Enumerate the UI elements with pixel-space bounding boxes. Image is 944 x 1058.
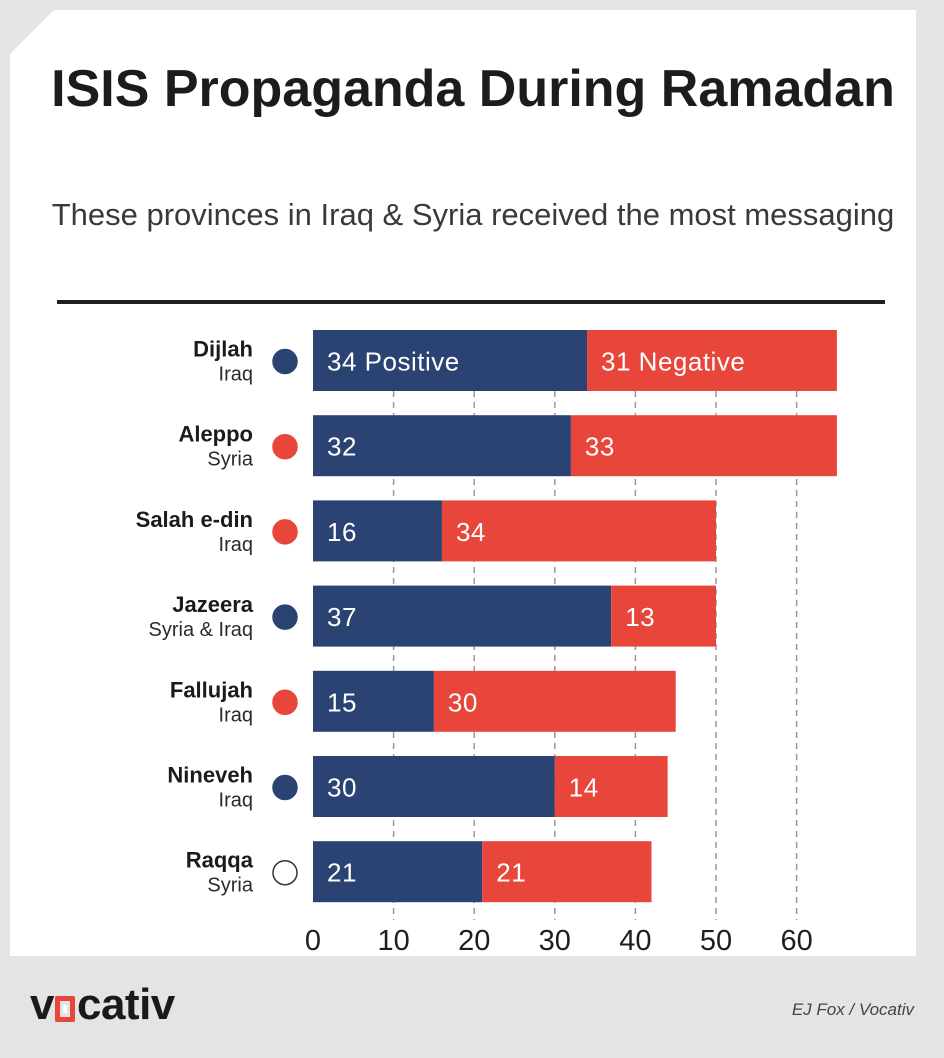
row-country-label: Iraq: [219, 790, 253, 812]
positive-bar: [313, 756, 555, 817]
negative-bar: [587, 330, 837, 391]
x-tick-label: 50: [700, 925, 732, 957]
negative-value-label: 34: [456, 517, 486, 547]
negative-bar: [441, 500, 716, 562]
row-country-label: Iraq: [219, 704, 253, 726]
title-divider: [57, 300, 885, 304]
row-country-label: Syria: [207, 449, 253, 471]
vocativ-logo: vcativvocativ: [30, 980, 175, 1029]
negative-bar: [482, 841, 652, 903]
row-name-label: Fallujah: [170, 677, 253, 702]
negative-value-label: 31 Negative: [601, 347, 745, 377]
row-name-label: Jazeera: [172, 592, 254, 617]
status-dot-icon: [272, 604, 298, 630]
x-tick-label: 10: [377, 925, 409, 957]
positive-bar: [313, 415, 571, 477]
row-country-label: Syria & Iraq: [149, 619, 253, 641]
positive-bar: [313, 585, 612, 647]
x-tick-label: 0: [305, 925, 321, 957]
chart-title: ISIS Propaganda During Ramadan: [51, 60, 895, 118]
positive-value-label: 30: [327, 773, 357, 803]
positive-value-label: 32: [327, 432, 357, 462]
row-name-label: Raqqa: [186, 848, 254, 873]
row-name-label: Aleppo: [178, 422, 253, 447]
status-dot-icon: [272, 774, 298, 801]
negative-value-label: 30: [448, 687, 478, 717]
negative-bar: [570, 415, 837, 477]
status-dot-icon: [272, 519, 298, 545]
positive-bar: [313, 670, 434, 732]
x-tick-label: 40: [619, 925, 651, 957]
positive-value-label: 16: [327, 517, 357, 547]
negative-bar: [611, 585, 716, 647]
negative-value-label: 13: [625, 602, 655, 632]
row-name-label: Salah e-din: [136, 507, 253, 532]
row-country-label: Iraq: [219, 534, 253, 556]
negative-bar: [433, 670, 676, 732]
positive-value-label: 15: [327, 687, 357, 717]
positive-bar: [313, 500, 442, 562]
positive-value-label: 34 Positive: [327, 347, 460, 377]
row-name-label: Nineveh: [167, 763, 253, 788]
corner-fold-icon: [10, 10, 54, 54]
negative-value-label: 33: [585, 432, 615, 462]
negative-value-label: 21: [496, 858, 526, 888]
credit-text: EJ Fox / Vocativ: [791, 1000, 914, 1019]
row-country-label: Syria: [207, 875, 253, 897]
positive-bar: [313, 330, 588, 391]
negative-value-label: 14: [569, 773, 599, 803]
positive-value-label: 37: [327, 602, 357, 632]
status-dot-icon: [272, 859, 298, 886]
row-country-label: Iraq: [219, 364, 253, 386]
positive-bar: [313, 841, 483, 903]
status-dot-icon: [272, 689, 298, 716]
negative-bar: [554, 756, 668, 817]
status-dot-icon: [272, 348, 298, 375]
x-tick-label: 60: [780, 925, 812, 957]
x-tick-label: 20: [458, 925, 490, 957]
chart-subtitle: These provinces in Iraq & Syria received…: [51, 197, 895, 232]
row-name-label: Dijlah: [193, 337, 253, 362]
status-dot-icon: [272, 433, 298, 460]
positive-value-label: 21: [327, 858, 357, 888]
x-tick-label: 30: [539, 925, 571, 957]
